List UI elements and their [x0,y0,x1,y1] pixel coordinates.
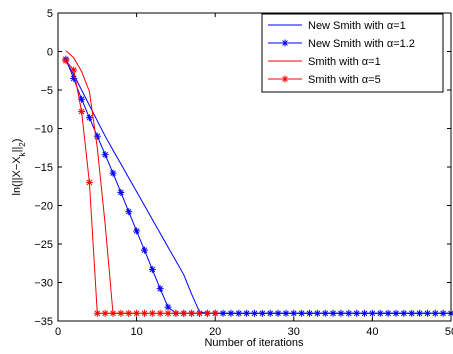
data-point [148,265,156,273]
data-point [156,285,164,293]
x-tick-label: 50 [445,326,453,338]
data-point [392,309,400,317]
y-tick-label: −30 [34,278,53,290]
data-point [109,169,117,177]
data-point [70,66,78,74]
data-point [109,309,117,317]
data-point [290,309,298,317]
y-tick-label: 0 [47,47,53,59]
data-point [431,309,439,317]
y-tick-label: −35 [34,316,53,328]
data-point [140,309,148,317]
data-point [416,309,424,317]
data-point [211,309,219,317]
legend-label: New Smith with α=1 [308,20,406,32]
data-point [423,309,431,317]
data-point [376,309,384,317]
data-point [180,309,188,317]
data-point [258,309,266,317]
data-point [281,75,289,83]
y-tick-label: −10 [34,124,53,136]
data-point [400,309,408,317]
data-point [306,309,314,317]
y-tick-label: −20 [34,201,53,213]
data-point [266,309,274,317]
y-axis-label: ln(||X−Xk||2) [11,139,27,196]
y-tick-label: 5 [47,8,53,20]
data-point [148,309,156,317]
data-point [117,309,125,317]
legend-label: Smith with α=5 [308,74,381,86]
y-tick-label: −15 [34,162,53,174]
data-point [133,227,141,235]
data-point [156,309,164,317]
legend-label: New Smith with α=1.2 [308,38,415,50]
legend-entry: Smith with α=5 [268,74,381,86]
data-point [78,108,86,116]
data-point [329,309,337,317]
y-tick-label: −5 [40,85,53,97]
data-point [85,114,93,122]
data-point [439,309,447,317]
legend-entry: New Smith with α=1.2 [268,38,415,50]
legend-label: Smith with α=1 [308,56,381,68]
data-point [274,309,282,317]
legend-entry: Smith with α=1 [268,56,381,68]
data-point [361,309,369,317]
data-point [133,309,141,317]
data-point [408,309,416,317]
data-point [281,39,289,47]
data-point [93,309,101,317]
data-point [243,309,251,317]
legend-entry: New Smith with α=1 [268,20,406,32]
data-point [384,309,392,317]
data-point [353,309,361,317]
data-point [195,309,203,317]
data-point [188,309,196,317]
data-point [101,309,109,317]
legend: New Smith with α=1 New Smith with α=1.2 Sm… [261,13,444,93]
data-point [125,309,133,317]
data-point [85,178,93,186]
data-point [219,309,227,317]
data-point [313,309,321,317]
x-tick-label: 40 [366,326,378,338]
series-layer [62,50,453,317]
data-point [227,309,235,317]
data-point [125,208,133,216]
data-point [298,309,306,317]
data-point [345,309,353,317]
data-point [337,309,345,317]
x-tick-label: 20 [209,326,221,338]
series-2 [62,55,453,317]
data-point [101,151,109,159]
data-point [172,309,180,317]
data-point [368,309,376,317]
data-point [321,309,329,317]
data-point [140,246,148,254]
data-point [62,57,70,65]
series-4 [62,57,219,317]
data-point [282,309,290,317]
x-tick-label: 0 [55,326,61,338]
data-point [164,303,172,311]
data-point [251,309,258,317]
x-tick-label: 10 [130,326,142,338]
ticks-layer: 0102030405050−5−10−15−20−25−30−35 [34,8,453,338]
x-axis-label: Number of iterations [204,337,304,349]
data-point [203,309,211,317]
data-point [117,188,125,196]
y-tick-label: −25 [34,239,53,251]
x-tick-label: 30 [288,326,300,338]
data-point [235,309,243,317]
data-point [164,309,172,317]
